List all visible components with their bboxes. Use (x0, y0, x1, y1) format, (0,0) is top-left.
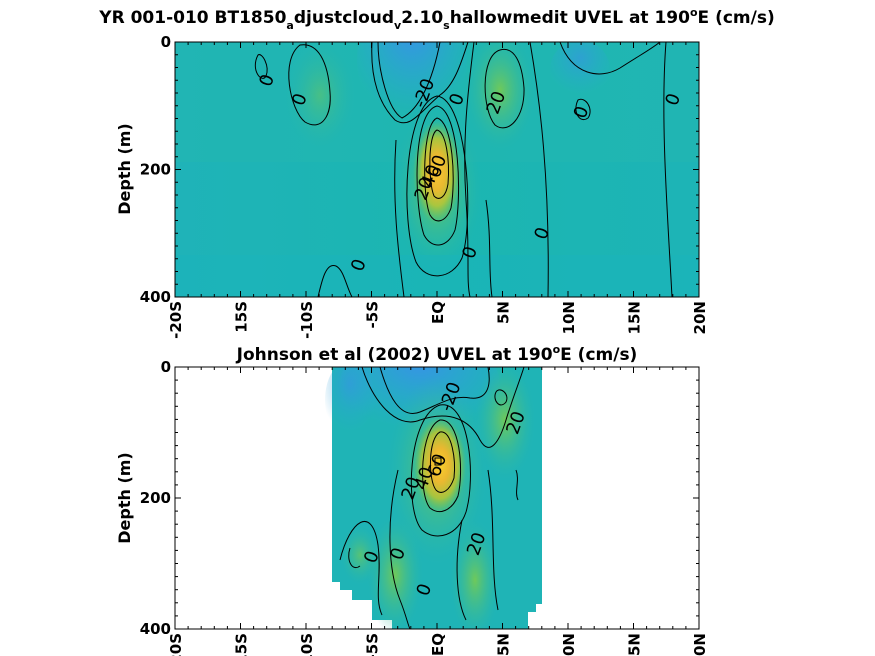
bottom-panel: Johnson et al (2002) UVEL at 190oE (cm/s… (115, 343, 709, 656)
bottom-y-ticks: 0 200 400 (140, 358, 699, 638)
top-contour-mid-right (485, 199, 493, 297)
top-x-tick-label: 15N (626, 301, 644, 334)
top-contour-zero-h (663, 42, 673, 297)
top-contour-core-20 (416, 105, 460, 246)
top-contour-zero-e (529, 42, 549, 297)
bottom-y-tick-label: 200 (140, 489, 171, 507)
bottom-x-tick-label: 10N (560, 633, 578, 656)
top-contour-core-60 (429, 129, 449, 199)
top-x-tick-label: -5S (364, 301, 382, 328)
bottom-contour-mid-left (339, 521, 383, 616)
bottom-contour-20-lower (456, 519, 467, 621)
top-y-tick-label: 0 (161, 33, 171, 51)
top-contour-zero-c (371, 42, 469, 124)
top-x-tick-label: -10S (298, 301, 316, 339)
top-contour-neg20 (377, 42, 441, 119)
top-contour-zero-d (464, 42, 475, 297)
bottom-y-tick-label: 400 (140, 620, 171, 638)
bottom-panel-title: Johnson et al (2002) UVEL at 190oE (cm/s… (236, 343, 638, 365)
bottom-contour-core-40 (422, 419, 462, 512)
top-contour-core-outer (406, 95, 469, 277)
top-contour-20-right (484, 48, 525, 129)
top-green-blob (465, 42, 535, 150)
top-x-tick-label: 20N (691, 301, 709, 334)
bottom-contour-zero-lower (487, 469, 499, 611)
top-y-tick-label: 400 (140, 288, 171, 306)
top-green-blob-left (285, 42, 355, 150)
bottom-contour-zero-right (515, 469, 519, 501)
bottom-x-tick-label: 20N (691, 633, 709, 656)
top-negative-patch (550, 42, 610, 100)
top-contour-zero-f (575, 98, 591, 120)
bottom-x-ticks: -20S 15S -10S -5S EQ 5N 10N 15N 20N (167, 367, 709, 656)
top-contour-mid-left (394, 139, 405, 297)
top-x-tick-label: EQ (429, 301, 447, 324)
bottom-x-tick-label: 15S (233, 633, 251, 656)
bottom-contour-core-20 (410, 404, 471, 537)
bottom-x-tick-label: 15N (626, 633, 644, 656)
bottom-x-tick-label: -5S (364, 633, 382, 656)
bottom-negative-left (325, 367, 375, 440)
top-contours (254, 42, 673, 297)
top-panel: YR 001-010 BT1850adjustcloudv2.10shallow… (98, 6, 774, 339)
bottom-x-tick-label: -20S (167, 633, 185, 656)
top-contour-core-40 (424, 117, 454, 222)
top-contour-left-deep (317, 264, 353, 297)
top-y-axis-label: Depth (m) (115, 123, 134, 215)
bottom-contour-20-right (494, 389, 508, 406)
top-core (413, 120, 461, 224)
bottom-contour-core-inner (434, 457, 442, 466)
top-panel-title: YR 001-010 BT1850adjustcloudv2.10shallow… (98, 6, 774, 32)
bottom-contour-neg20 (379, 367, 490, 414)
top-negative-jet (357, 42, 467, 130)
top-x-tick-label: 10N (560, 301, 578, 334)
top-x-tick-label: 5N (495, 301, 513, 324)
bottom-contours (339, 367, 525, 629)
top-y-tick-label: 200 (140, 161, 171, 179)
bottom-contour-mid-left2 (389, 469, 411, 629)
bottom-green-deep-left (367, 515, 423, 629)
top-y-ticks: 0 200 400 (140, 33, 699, 306)
bottom-green-deep-right (450, 520, 500, 629)
top-contour-zero-a (254, 54, 268, 79)
bottom-x-tick-label: -10S (298, 633, 316, 656)
top-x-tick-label: 15S (233, 301, 251, 333)
bottom-x-tick-label: 5N (495, 633, 513, 656)
bottom-contour-core-60 (429, 431, 455, 493)
bottom-contour-zero-top (361, 367, 525, 448)
top-contour-zero-g (559, 42, 661, 75)
top-x-ticks: -20S 15S -10S -5S EQ 5N 10N 15N 20N (167, 42, 709, 339)
top-contour-zero-b (288, 44, 331, 126)
bottom-y-tick-label: 0 (161, 358, 171, 376)
bottom-x-tick-label: EQ (429, 633, 447, 656)
top-x-tick-label: -20S (167, 301, 185, 339)
bottom-green-deep-mid (340, 525, 380, 585)
bottom-contour-left-deep (348, 547, 361, 568)
bottom-y-axis-label: Depth (m) (115, 452, 134, 544)
